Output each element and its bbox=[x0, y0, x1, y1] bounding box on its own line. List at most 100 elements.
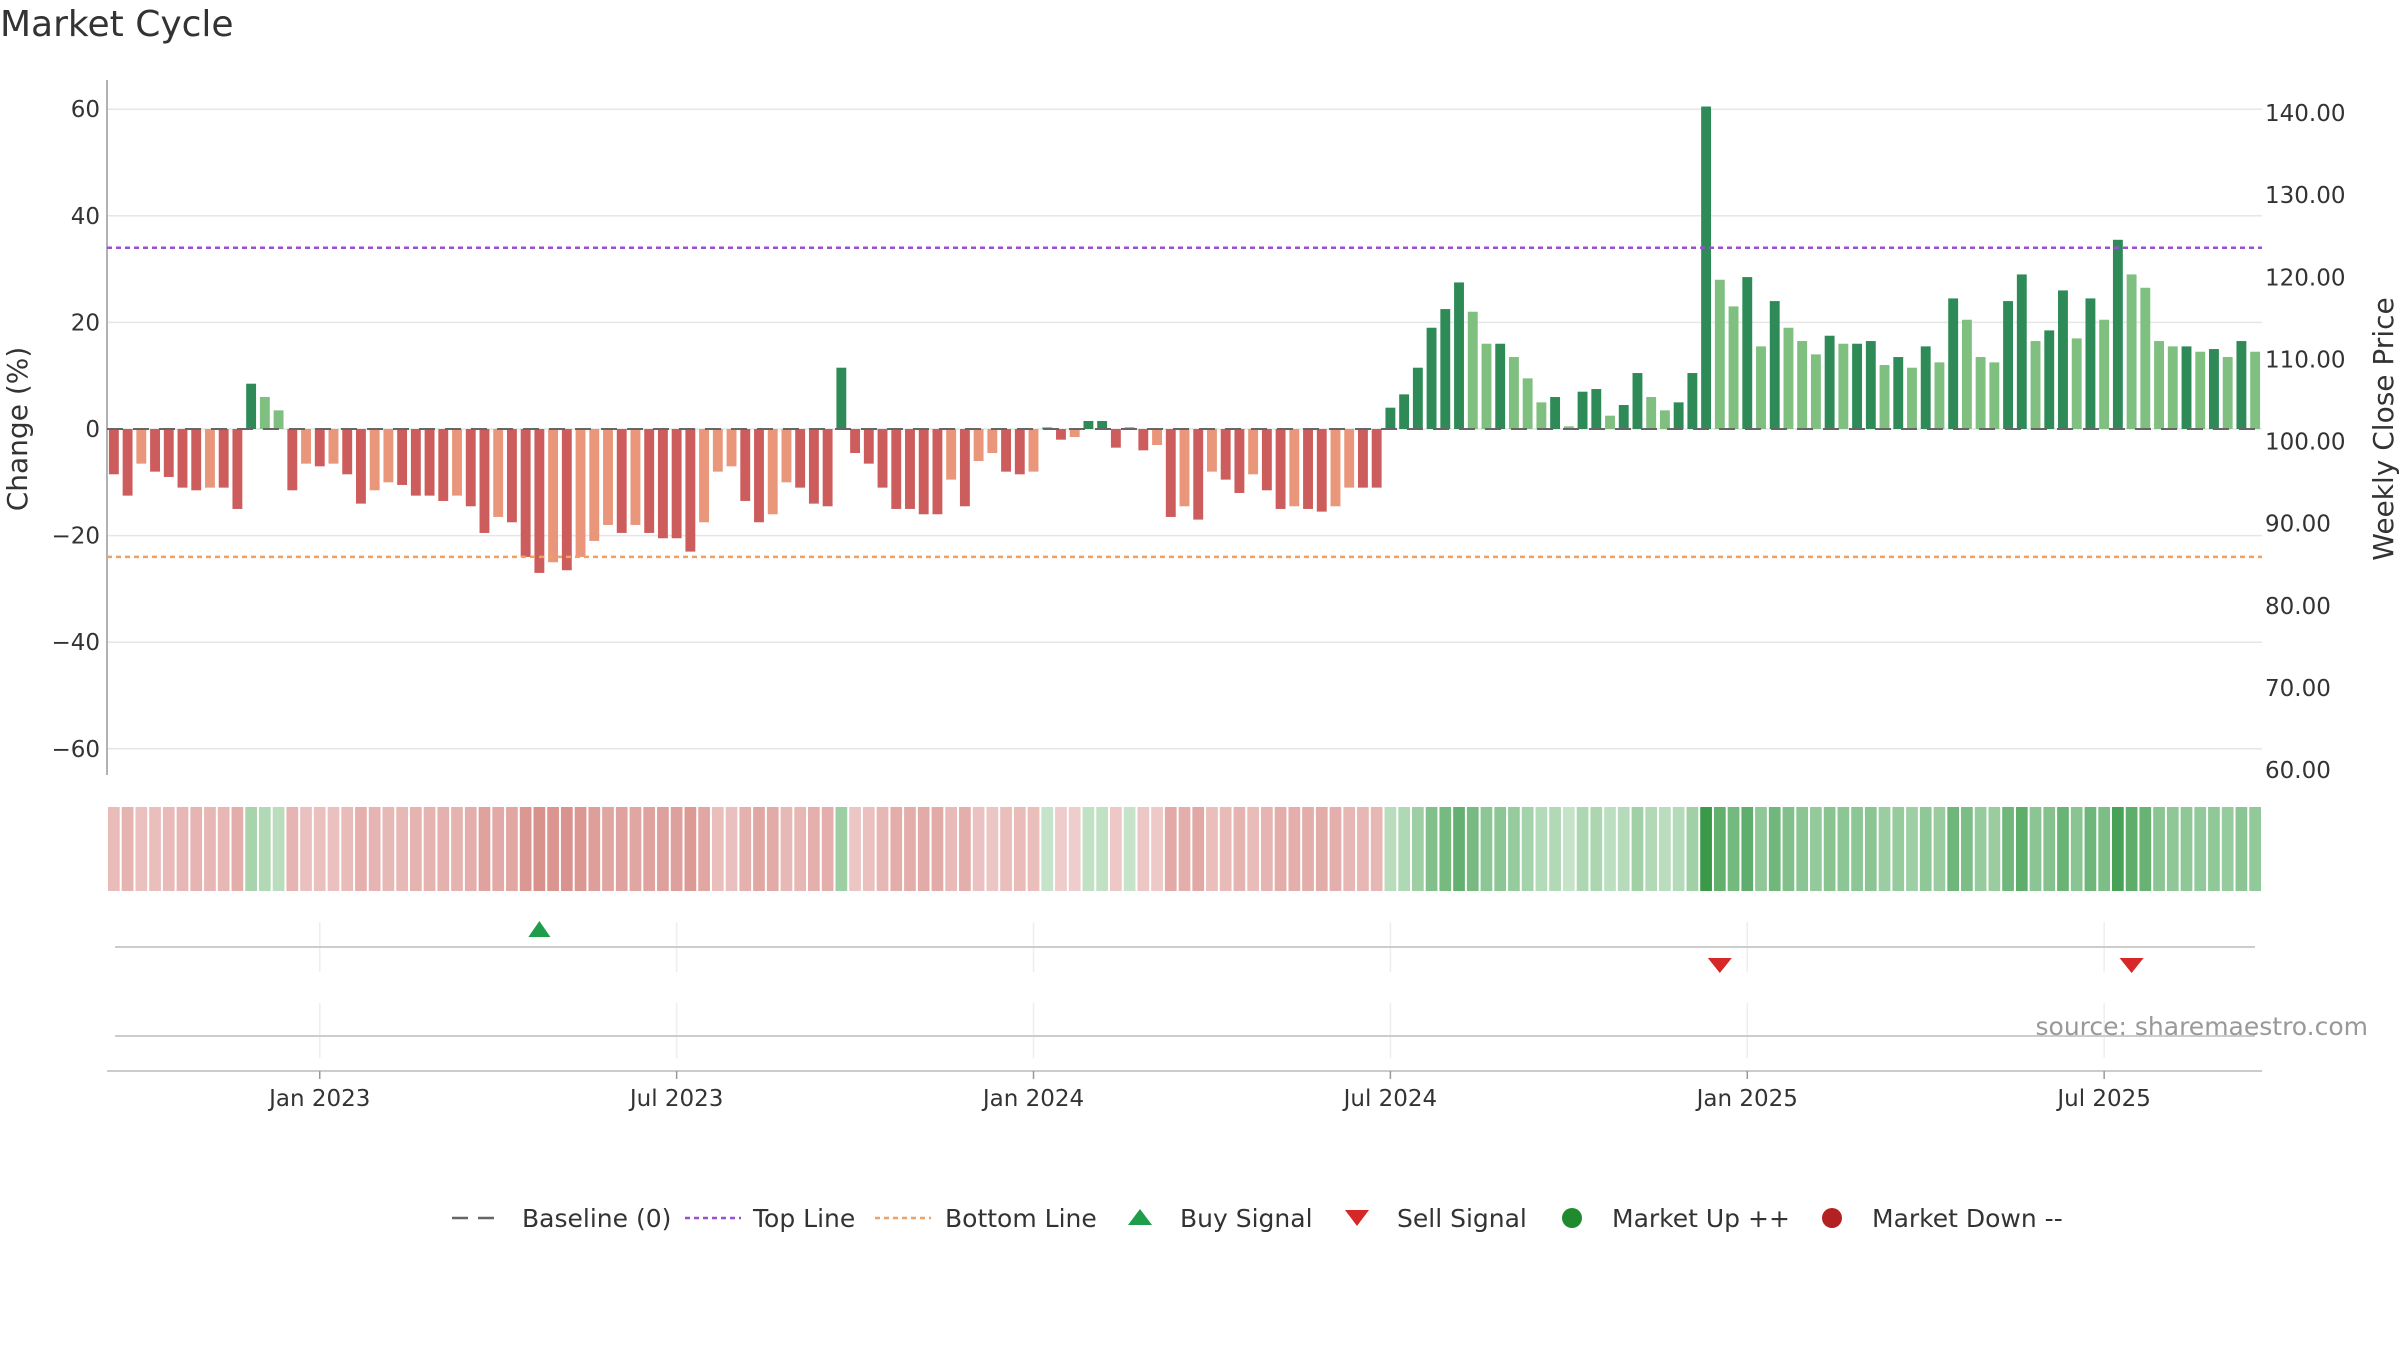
heat-cell bbox=[1988, 807, 2001, 891]
change-bar bbox=[150, 429, 160, 472]
heat-cell bbox=[1535, 807, 1548, 891]
change-bar bbox=[1756, 346, 1766, 429]
heat-cell bbox=[1768, 807, 1781, 891]
legend-buy-swatch bbox=[1128, 1209, 1152, 1225]
heat-cell bbox=[533, 807, 546, 891]
heat-cell bbox=[657, 807, 669, 891]
right-tick-label: 70.00 bbox=[2265, 676, 2331, 702]
heat-cell bbox=[1906, 807, 1918, 891]
right-tick-label: 100.00 bbox=[2265, 430, 2345, 456]
change-bar bbox=[2154, 341, 2164, 429]
heat-cell bbox=[2139, 807, 2152, 891]
change-bar bbox=[795, 429, 806, 488]
heat-cell bbox=[2084, 807, 2097, 891]
change-bar bbox=[1344, 429, 1355, 488]
heat-cell bbox=[2112, 807, 2124, 891]
change-bar bbox=[836, 367, 847, 429]
left-tick-label: 60 bbox=[71, 97, 100, 123]
heat-cell bbox=[1302, 807, 1314, 891]
change-bar bbox=[781, 429, 792, 483]
heat-cell bbox=[1357, 807, 1369, 891]
change-bar bbox=[754, 429, 764, 523]
change-bar bbox=[2222, 357, 2233, 429]
change-bar bbox=[1467, 311, 1478, 429]
heat-cell bbox=[1233, 807, 1246, 891]
heat-cell bbox=[821, 807, 834, 891]
left-tick-label: 40 bbox=[71, 204, 100, 230]
right-tick-label: 140.00 bbox=[2265, 101, 2345, 127]
change-bar bbox=[822, 429, 833, 507]
change-bar bbox=[603, 429, 613, 525]
heat-cell bbox=[602, 807, 614, 891]
heat-cell bbox=[904, 807, 916, 891]
sell-signal-marker bbox=[2119, 958, 2144, 973]
change-bar bbox=[863, 429, 874, 464]
change-bar bbox=[726, 429, 737, 467]
heat-cell bbox=[1000, 807, 1012, 891]
heat-cell bbox=[327, 807, 340, 891]
right-tick-label: 80.00 bbox=[2265, 594, 2331, 620]
heat-cell bbox=[2249, 807, 2261, 891]
heat-cell bbox=[1123, 807, 1136, 891]
x-tick-label: Jan 2025 bbox=[1695, 1086, 1798, 1112]
change-bar bbox=[973, 429, 984, 461]
change-bar bbox=[205, 429, 215, 488]
source-label: source: sharemaestro.com bbox=[2036, 1012, 2369, 1041]
legend-item-market_up: Market Up ++ bbox=[1562, 1204, 1790, 1233]
heat-cell bbox=[1645, 807, 1658, 891]
change-bar bbox=[877, 429, 888, 488]
heat-cell bbox=[217, 807, 230, 891]
heat-cell bbox=[1741, 807, 1754, 891]
change-bar bbox=[1934, 362, 1945, 429]
heat-cell bbox=[1590, 807, 1603, 891]
change-bar bbox=[1577, 391, 1588, 429]
reference-lines bbox=[107, 246, 2262, 559]
heat-cell bbox=[574, 807, 587, 891]
change-bar bbox=[891, 429, 902, 509]
right-axis-title: Weekly Close Price bbox=[2367, 297, 2400, 560]
heat-cell bbox=[121, 807, 134, 891]
heat-cell bbox=[1604, 807, 1616, 891]
change-bar bbox=[2030, 341, 2041, 429]
right-tick-label: 90.00 bbox=[2265, 512, 2331, 538]
heat-cell bbox=[135, 807, 148, 891]
heat-cell bbox=[2166, 807, 2179, 891]
change-bar bbox=[1248, 429, 1259, 475]
heat-cell bbox=[231, 807, 244, 891]
change-bar bbox=[506, 429, 517, 523]
heat-cell bbox=[560, 807, 573, 891]
heat-cell bbox=[1164, 807, 1177, 891]
heat-cell bbox=[1082, 807, 1095, 891]
signal-panel bbox=[115, 921, 2255, 1058]
right-tick-label: 130.00 bbox=[2265, 183, 2345, 209]
change-bar bbox=[424, 429, 435, 496]
change-bar bbox=[1371, 429, 1382, 488]
heat-cell bbox=[286, 807, 299, 891]
heat-cell bbox=[2098, 807, 2111, 891]
change-bar bbox=[493, 429, 504, 517]
heat-cell bbox=[1260, 807, 1273, 891]
x-tick-label: Jan 2024 bbox=[981, 1086, 1084, 1112]
heat-cell bbox=[808, 807, 820, 891]
change-bar bbox=[1879, 365, 1890, 429]
change-bar bbox=[1357, 429, 1368, 488]
heat-cell bbox=[794, 807, 807, 891]
change-bar bbox=[1632, 373, 1643, 429]
change-bar bbox=[232, 429, 243, 509]
change-bar bbox=[959, 429, 970, 507]
heat-cell bbox=[959, 807, 971, 891]
left-tick-label: 20 bbox=[71, 310, 100, 336]
heat-cell bbox=[149, 807, 161, 891]
heat-cell bbox=[1617, 807, 1630, 891]
change-bar bbox=[1385, 407, 1396, 429]
heat-cell bbox=[1659, 807, 1671, 891]
change-bar bbox=[644, 429, 655, 533]
change-bar bbox=[2209, 349, 2219, 429]
heat-cell bbox=[1247, 807, 1259, 891]
heat-cell bbox=[272, 807, 285, 891]
change-bar bbox=[2140, 287, 2151, 429]
change-bar bbox=[355, 429, 366, 504]
change-bar bbox=[1948, 298, 1959, 429]
heat-strip bbox=[108, 807, 2261, 891]
